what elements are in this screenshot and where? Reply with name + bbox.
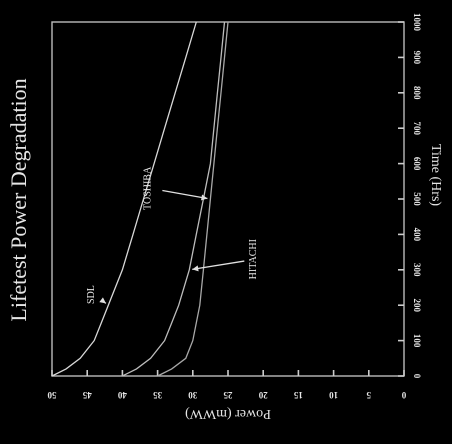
series-annotations: SDL TOSHIBA HITACHI <box>86 166 259 304</box>
power-tick-label: 0 <box>401 390 406 400</box>
series-annotation-label: HITACHI <box>248 239 259 279</box>
time-tick-label: 200 <box>412 298 422 312</box>
annotation-pointer <box>162 189 208 200</box>
x-axis-label: Time (Hrs) <box>428 144 443 206</box>
y-axis-label: Power (mWW) <box>185 406 271 421</box>
tick-labels: 0510152025303540455001002003004005006007… <box>47 13 422 400</box>
time-tick-label: 500 <box>412 192 422 206</box>
power-tick-label: 50 <box>47 390 57 400</box>
annotation-arrowhead <box>192 265 199 272</box>
time-tick-label: 800 <box>412 86 422 100</box>
power-tick-label: 45 <box>82 390 92 400</box>
series-annotation-label: TOSHIBA <box>143 166 154 210</box>
chart-title: Lifetest Power Degradation <box>6 78 31 321</box>
time-tick-label: 100 <box>412 334 422 348</box>
time-tick-label: 900 <box>412 51 422 65</box>
power-tick-label: 35 <box>153 390 163 400</box>
series-line-toshiba <box>157 21 229 377</box>
power-tick-label: 10 <box>329 390 339 400</box>
series-curves <box>51 21 229 377</box>
power-tick-label: 25 <box>223 390 233 400</box>
time-tick-label: 0 <box>412 374 422 379</box>
time-tick-label: 700 <box>412 121 422 135</box>
power-tick-label: 15 <box>293 390 303 400</box>
time-tick-label: 300 <box>412 263 422 277</box>
time-tick-label: 400 <box>412 228 422 242</box>
series-line-sdl <box>51 21 197 377</box>
annotation-arrowhead <box>99 297 106 304</box>
power-tick-label: 20 <box>258 390 268 400</box>
annotation-arrowhead <box>201 194 208 201</box>
power-tick-label: 5 <box>366 390 371 400</box>
series-line-hitachi <box>122 21 226 377</box>
power-tick-label: 40 <box>117 390 127 400</box>
time-tick-label: 600 <box>412 157 422 171</box>
series-annotation-label: SDL <box>86 285 97 304</box>
time-tick-label: 1000 <box>412 13 422 32</box>
ticks <box>51 21 405 377</box>
power-tick-label: 30 <box>188 390 198 400</box>
annotation-pointer <box>192 260 245 270</box>
